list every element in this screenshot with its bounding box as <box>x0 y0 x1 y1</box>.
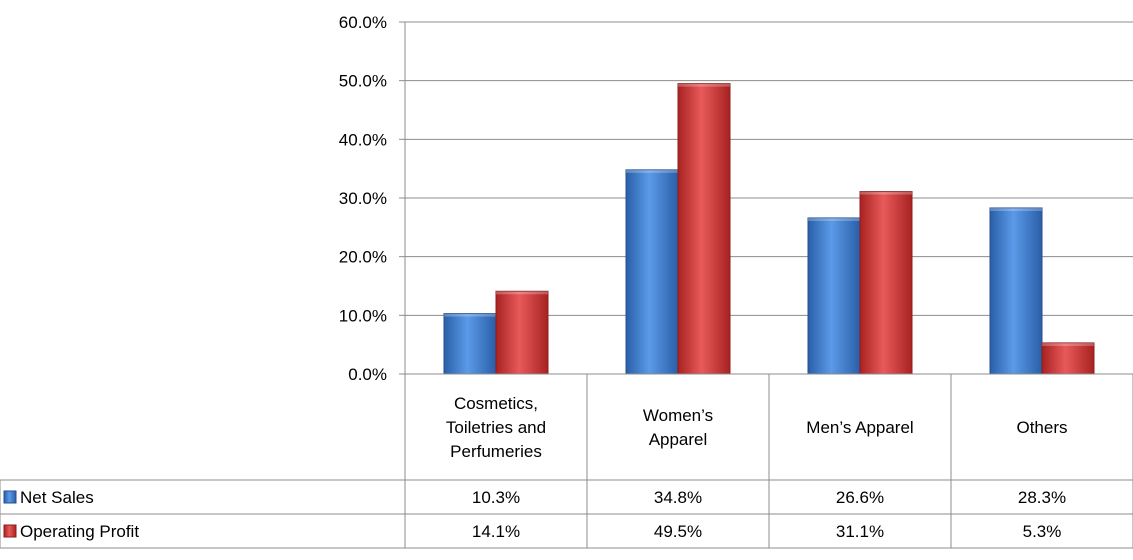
bar-operating-profit <box>1041 342 1095 375</box>
data-label: 26.6% <box>836 488 884 507</box>
bar-net-sales <box>807 217 861 375</box>
bar-highlight <box>496 291 548 295</box>
y-tick-label: 40.0% <box>339 130 387 149</box>
data-label: 10.3% <box>472 488 520 507</box>
legend-label: Net Sales <box>20 488 94 507</box>
bar-highlight <box>990 207 1042 211</box>
bar-highlight <box>444 313 496 317</box>
bar-net-sales <box>989 207 1043 375</box>
bar-net-sales <box>625 169 679 375</box>
category-label: Women’s <box>643 406 713 425</box>
bar-highlight <box>860 191 912 195</box>
y-tick-label: 50.0% <box>339 72 387 91</box>
bar-operating-profit <box>859 191 913 375</box>
category-label: Others <box>1016 418 1067 437</box>
category-label: Men’s Apparel <box>806 418 913 437</box>
data-label: 34.8% <box>654 488 702 507</box>
y-tick-label: 10.0% <box>339 306 387 325</box>
data-table: Cosmetics, Toiletries and Perfumeries Women… <box>0 373 1133 549</box>
bar-highlight <box>626 169 678 173</box>
data-label: 14.1% <box>472 522 520 541</box>
bar-highlight <box>678 83 730 87</box>
y-tick-label: 0.0% <box>348 365 387 384</box>
bar-highlight <box>1042 342 1094 346</box>
y-tick-label: 30.0% <box>339 189 387 208</box>
data-label: 5.3% <box>1023 522 1062 541</box>
bar-highlight <box>808 217 860 221</box>
data-label: 28.3% <box>1018 488 1066 507</box>
data-label: 49.5% <box>654 522 702 541</box>
bar-operating-profit <box>495 290 549 375</box>
bar-net-sales <box>443 313 497 375</box>
y-tick-label: 20.0% <box>339 248 387 267</box>
data-label: 31.1% <box>836 522 884 541</box>
category-label: Perfumeries <box>450 442 542 461</box>
legend-swatch-operating-profit <box>3 524 17 538</box>
y-tick-label: 60.0% <box>339 13 387 32</box>
category-label: Cosmetics, <box>454 394 538 413</box>
category-label: Toiletries and <box>446 418 546 437</box>
y-axis: 0.0% 10.0% 20.0% 30.0% 40.0% 50.0% 60.0% <box>339 13 406 384</box>
bar-operating-profit <box>677 83 731 375</box>
category-label: Apparel <box>649 430 708 449</box>
bars <box>443 83 1095 375</box>
legend-swatch-net-sales <box>3 490 17 504</box>
legend-label: Operating Profit <box>20 522 139 541</box>
